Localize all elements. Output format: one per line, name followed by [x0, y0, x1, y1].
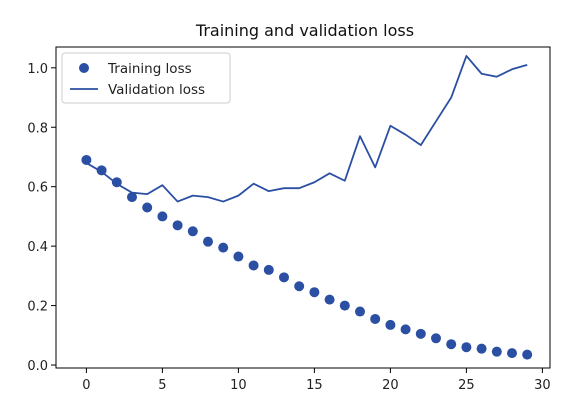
training-loss-point	[461, 342, 472, 353]
y-axis: 0.0 0.2 0.4 0.6 0.8 1.0	[27, 62, 56, 374]
training-loss-point	[370, 313, 381, 324]
legend: Training loss Validation loss	[61, 52, 231, 104]
training-loss-point	[248, 260, 259, 271]
training-loss-point	[96, 165, 107, 176]
x-tick-label: 15	[306, 378, 323, 393]
training-loss-point	[157, 211, 168, 222]
y-tick-label: 0.2	[27, 300, 48, 315]
legend-label: Validation loss	[108, 82, 205, 98]
training-loss-point	[187, 226, 198, 237]
training-loss-point	[309, 287, 320, 298]
training-loss-point	[339, 300, 350, 311]
training-loss-point	[111, 177, 122, 188]
training-loss-point	[142, 202, 153, 213]
training-loss-point	[81, 154, 92, 165]
x-tick-label: 25	[458, 378, 475, 393]
training-loss-point	[476, 343, 487, 354]
x-tick-label: 10	[230, 378, 247, 393]
training-loss-point	[324, 294, 335, 305]
training-loss-point	[400, 324, 411, 335]
chart-title: Training and validation loss	[195, 21, 414, 40]
y-tick-label: 0.4	[27, 240, 48, 255]
x-axis: 0 5 10 15 20 25 30	[82, 368, 551, 393]
training-loss-point	[172, 220, 183, 231]
x-tick-label: 0	[82, 378, 90, 393]
training-loss-point	[294, 281, 305, 292]
training-loss-point	[522, 349, 533, 360]
y-tick-label: 0.0	[27, 359, 48, 374]
training-loss-point	[431, 333, 441, 344]
training-loss-point	[279, 272, 289, 283]
series-layer	[81, 55, 533, 360]
validation-loss-line	[85, 55, 528, 203]
y-tick-label: 0.6	[27, 181, 48, 196]
training-loss-point	[385, 319, 396, 330]
training-loss-point	[263, 264, 274, 275]
x-tick-label: 30	[534, 378, 551, 393]
training-loss-point	[446, 339, 457, 350]
training-loss-point	[507, 348, 517, 359]
training-loss-point	[233, 251, 244, 262]
training-loss-point	[218, 242, 229, 253]
training-loss-point	[491, 346, 502, 357]
y-tick-label: 0.8	[27, 121, 48, 136]
legend-marker-training	[79, 63, 89, 73]
legend-label: Training loss	[107, 61, 192, 77]
x-tick-label: 20	[382, 378, 399, 393]
axes-frame	[55, 46, 551, 369]
training-loss-point	[415, 328, 426, 339]
training-loss-point	[203, 236, 213, 247]
legend-box	[61, 52, 231, 104]
training-loss-point	[127, 192, 137, 203]
plot-area-border	[55, 46, 551, 369]
training-loss-point	[355, 306, 365, 317]
y-tick-label: 1.0	[27, 62, 48, 77]
x-tick-label: 5	[158, 378, 166, 393]
